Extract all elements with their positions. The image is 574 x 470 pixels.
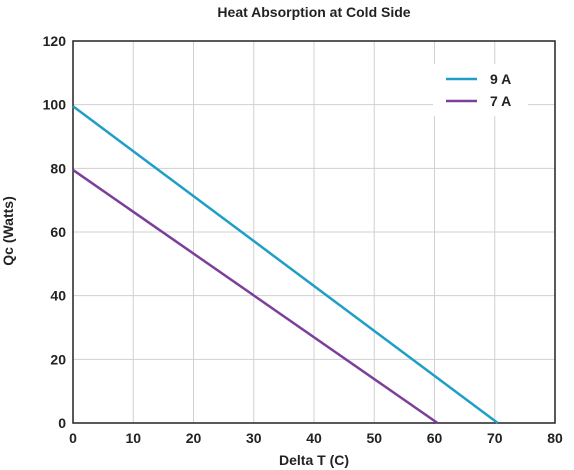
x-tick-label: 50 [366, 430, 382, 446]
x-tick-label: 80 [547, 430, 563, 446]
x-tick-label: 60 [427, 430, 443, 446]
x-tick-labels: 0 10 20 30 40 50 60 70 80 [69, 430, 563, 446]
x-tick-label: 30 [246, 430, 262, 446]
x-tick-label: 70 [487, 430, 503, 446]
x-tick-label: 20 [186, 430, 202, 446]
x-tick-label: 10 [125, 430, 141, 446]
series-line-7a [72, 168, 439, 425]
x-tick-label: 40 [306, 430, 322, 446]
grid [72, 40, 556, 424]
legend-box [433, 64, 528, 116]
y-tick-labels: 0 20 40 60 80 100 120 [43, 33, 67, 431]
y-tick-label: 80 [50, 160, 66, 176]
x-axis-label: Delta T (C) [279, 452, 349, 468]
legend: 9 A7 A [433, 64, 528, 116]
y-tick-label: 40 [50, 288, 66, 304]
series-layer [72, 105, 499, 425]
legend-label: 7 A [490, 93, 511, 109]
y-axis-label: Qc (Watts) [0, 196, 16, 265]
y-tick-label: 20 [50, 351, 66, 367]
y-tick-label: 0 [58, 415, 66, 431]
y-tick-label: 120 [43, 33, 67, 49]
x-tick-label: 0 [69, 430, 77, 446]
y-tick-label: 60 [50, 224, 66, 240]
chart-title: Heat Absorption at Cold Side [217, 4, 410, 20]
plot-frame [72, 40, 556, 424]
legend-label: 9 A [490, 71, 511, 87]
series-line-9a [72, 105, 499, 425]
y-tick-label: 100 [43, 97, 67, 113]
